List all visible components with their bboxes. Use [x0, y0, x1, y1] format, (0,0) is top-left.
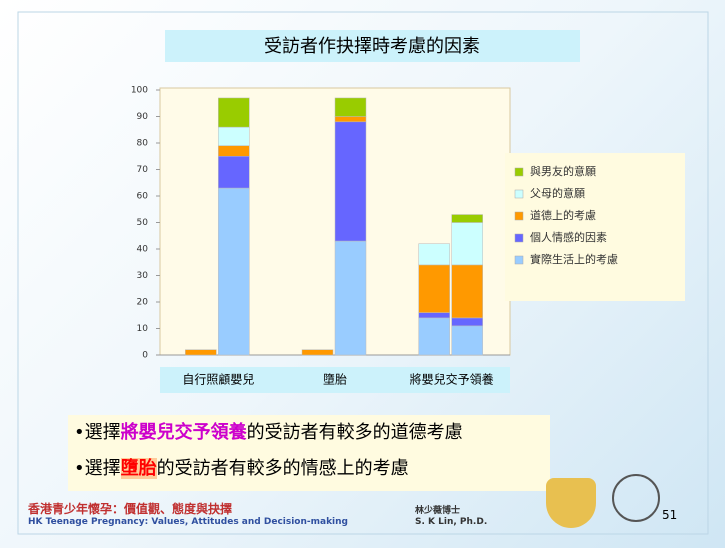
- title-box: [165, 30, 580, 62]
- legend-swatch: [514, 211, 524, 221]
- bullet: •選擇將嬰兒交予領養的受訪者有較多的道德考慮: [68, 415, 550, 451]
- bar-segment: [451, 317, 483, 327]
- y-tick-label: 70: [137, 165, 149, 175]
- y-tick-label: 50: [137, 218, 149, 228]
- y-tick-label: 80: [137, 139, 149, 149]
- y-tick-label: 30: [137, 271, 149, 281]
- bar-segment: [218, 156, 250, 189]
- bar-segment: [334, 97, 367, 117]
- highlight: 墮胎: [120, 458, 157, 479]
- legend-label: 與男友的意願: [530, 164, 596, 178]
- y-tick-label: 90: [137, 112, 149, 122]
- category-box: [160, 367, 510, 393]
- bullet-box: •選擇將嬰兒交予領養的受訪者有較多的道德考慮 •選擇墮胎的受訪者有較多的情感上的…: [68, 415, 550, 491]
- x-tick-label: 自行照顧嬰兒: [182, 372, 254, 387]
- x-tick-label: 將嬰兒交予領養: [410, 372, 494, 387]
- bar-segment: [301, 349, 334, 356]
- bar-segment: [451, 264, 483, 319]
- legend-swatch: [514, 233, 524, 243]
- text: •選擇: [74, 422, 121, 443]
- y-tick-label: 10: [137, 324, 149, 334]
- y-tick-label: 20: [137, 298, 149, 308]
- page-number: 51: [662, 508, 678, 522]
- y-tick-label: 100: [131, 86, 148, 96]
- y-tick-label: 0: [142, 351, 148, 361]
- icon: [612, 474, 660, 522]
- footer-title-en: HK Teenage Pregnancy: Values, Attitudes …: [28, 517, 348, 527]
- bar-segment: [334, 240, 367, 356]
- legend-label: 個人情感的因素: [530, 230, 607, 244]
- highlight: 將嬰兒交予領養: [120, 422, 247, 443]
- legend-label: 實際生活上的考慮: [530, 252, 618, 266]
- text: 的受訪者有較多的情感上的考慮: [156, 458, 409, 479]
- bar-segment: [418, 312, 450, 319]
- frame: [17, 11, 709, 535]
- legend-label: 道德上的考慮: [530, 208, 596, 222]
- y-tick-label: 60: [137, 192, 149, 202]
- text: 的受訪者有較多的道德考慮: [246, 422, 463, 443]
- y-tick-label: 40: [137, 245, 149, 255]
- bar-segment: [418, 317, 450, 356]
- bar-segment: [218, 187, 250, 356]
- author-en: S. K Lin, Ph.D.: [415, 517, 488, 527]
- legend-label: 父母的意願: [530, 186, 585, 200]
- author: 林少薇博士: [415, 506, 461, 516]
- logo: [546, 478, 596, 528]
- bar-segment: [451, 214, 483, 223]
- bar-segment: [185, 349, 217, 356]
- bar-segment: [218, 97, 250, 128]
- bar-segment: [218, 126, 250, 146]
- bar-segment: [451, 325, 483, 356]
- legend-box: [505, 153, 685, 301]
- bar-segment: [218, 145, 250, 157]
- chart-title: 受訪者作抉擇時考慮的因素: [264, 36, 480, 57]
- legend-swatch: [514, 189, 524, 199]
- text: •選擇: [74, 458, 121, 479]
- bullet: •選擇墮胎的受訪者有較多的情感上的考慮: [68, 451, 550, 487]
- legend-swatch: [514, 255, 524, 265]
- footer-title: 香港青少年懷孕：價值觀、態度與抉擇: [28, 502, 233, 516]
- bar-segment: [334, 121, 367, 242]
- bar-segment: [451, 222, 483, 266]
- x-tick-label: 墮胎: [323, 372, 347, 387]
- bar-segment: [418, 243, 450, 266]
- legend-swatch: [514, 167, 524, 177]
- bar-segment: [418, 264, 450, 313]
- bar-segment: [334, 116, 367, 123]
